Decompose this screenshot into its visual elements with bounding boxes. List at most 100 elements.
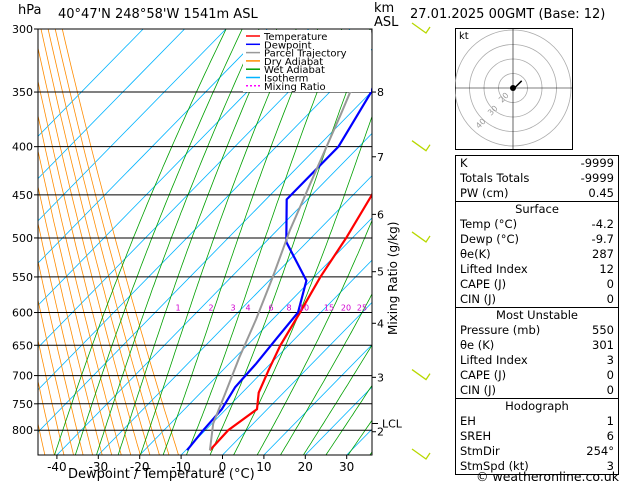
plot-area [0,29,372,456]
pressure-tick-label: 800 [12,424,33,437]
date-title: 27.01.2025 00GMT (Base: 12) [410,7,606,22]
mixing-ratio-label: 2 [208,304,213,313]
isotherm-line [38,29,310,306]
pressure-tick-label: 350 [12,86,33,99]
dry-adiabat-line [38,113,122,455]
mixing-ratio-label: 20 [341,304,351,313]
temp-tick-label: -10 [171,460,191,474]
pressure-tick-label: 400 [12,141,33,154]
isotherm-line [139,217,372,455]
legend-label: Temperature [263,32,327,43]
isotherm-line [38,29,227,222]
dry-adiabat-line [38,338,65,455]
copyright-footer: © weatheronline.co.uk [476,469,619,484]
stat-row: CIN (J) 0 [460,383,614,397]
temp-tick-label: 30 [339,460,354,474]
pressure-tick-label: 700 [12,370,33,383]
wet-adiabat-line [54,29,227,455]
y-axis-right-label: Mixing Ratio (g/kg) [386,221,400,335]
wind-barb [411,140,431,152]
legend-label: Dewpoint [264,40,312,51]
temp-tick-label: -30 [88,460,108,474]
temp-tick-label: 10 [256,460,271,474]
stat-row: StmDir 254° [460,444,614,458]
dry-adiabat-line [38,298,74,455]
stats-most-unstable: Most Unstable Pressure (mb) 550 θe (K) 301… [456,307,618,398]
km-tick-label: 5 [377,266,384,279]
stats-general: K -9999 Totals Totals -9999 PW (cm) 0.45 [456,156,618,201]
wind-barb [411,369,431,381]
km-tick-label: 7 [377,151,384,164]
series-temperature [209,192,372,451]
pressure-tick-label: 750 [12,398,33,411]
stat-row: Dewp (°C) -9.7 [460,232,614,246]
dry-adiabat-line [38,148,113,455]
isotherm-line [98,175,372,455]
pressure-tick-label: 550 [12,271,33,284]
stat-row: θe (K) 301 [460,338,614,352]
wet-adiabat-line [256,219,372,455]
pressure-tick-label: 650 [12,339,33,352]
km-tick-label: 6 [377,208,384,221]
stat-row: Lifted Index 3 [460,353,614,367]
section-title: Hodograph [505,399,569,413]
mixing-ratio-label: 3 [230,304,235,313]
mixing-ratio-label: 8 [286,304,291,313]
legend-label: Mixing Ratio [264,82,326,93]
km-label: km [374,1,395,16]
legend-label: Isotherm [264,74,308,85]
km-tick-label: 3 [377,371,384,384]
temp-tick-label: 20 [298,460,313,474]
isotherm-line [38,48,372,391]
km-tick-label: 8 [377,86,384,99]
dry-adiabat-line [38,79,132,455]
wet-adiabat-line [162,29,319,455]
wet-adiabat-line [325,384,372,455]
dry-adiabat-line [38,259,84,455]
mixing-ratio-label: 1 [175,304,180,313]
stat-row: CIN (J) 0 [460,292,614,306]
dry-adiabat-line [40,29,151,455]
lcl-label: LCL [382,418,403,431]
stats-hodograph: Hodograph EH 1 SREH 6 StmDir 254° StmSpd (k… [456,398,618,474]
stat-row: CAPE (J) 0 [460,277,614,291]
isotherm-line [38,90,372,433]
stat-row: Temp (°C) -4.2 [460,217,614,231]
hpa-label: hPa [18,3,42,18]
isotherm-line [38,29,144,137]
dry-adiabat-line [0,29,7,455]
wind-barb [411,22,431,34]
isotherm-line [263,344,372,455]
dry-adiabat-line [38,184,103,455]
mixing-ratio-label: 15 [324,304,334,313]
stat-row: EH 1 [460,414,614,428]
dry-adiabat-line [47,29,160,455]
stat-row: Totals Totals -9999 [460,171,614,185]
temp-tick-label: -20 [130,460,150,474]
wind-barb [411,231,431,243]
asl-label: ASL [374,15,399,30]
section-title: Surface [515,202,559,216]
mixing-ratio-label: 25 [357,304,367,313]
wet-adiabat-line [117,29,278,455]
dry-adiabat-line [38,46,141,455]
hodograph-storm-dot [510,85,516,91]
temp-tick-label: -40 [47,460,67,474]
km-tick-label: 4 [377,317,384,330]
section-title: Most Unstable [496,308,578,322]
stat-row: CAPE (J) 0 [460,368,614,382]
stat-row: K -9999 [460,156,614,170]
pressure-tick-label: 600 [12,307,33,320]
mixing-ratio-line [3,313,8,456]
stat-row: SREH 6 [460,429,614,443]
wet-adiabat-line [74,29,243,455]
legend-label: Wet Adiabat [264,65,325,76]
wind-barb [411,448,431,460]
isotherm-line [180,259,372,455]
x-axis-label: Dewpoint / Temperature (°C) [68,467,255,482]
isotherm-line [38,29,185,180]
wet-adiabat-line [303,344,372,455]
isotherm-line [222,301,372,455]
plot-frame [37,28,373,456]
